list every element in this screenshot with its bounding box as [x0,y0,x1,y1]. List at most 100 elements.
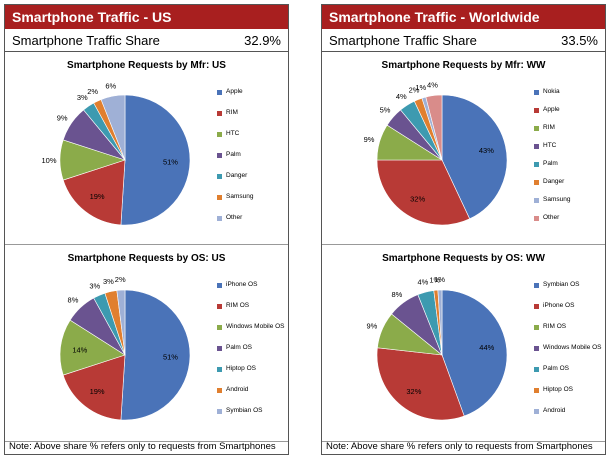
data-label: 19% [90,387,105,396]
share-label: Smartphone Traffic Share [329,32,477,48]
data-label: 9% [366,322,377,331]
legend-swatch [534,282,539,288]
legend-label: RIM OS [543,323,567,330]
legend-item-symbian-os: Symbian OS [534,281,604,289]
legend-swatch [534,366,539,372]
legend-item-windows-mobile-os: Windows Mobile OS [534,344,604,352]
legend-label: Samsung [543,196,571,203]
legend-label: Other [543,214,560,221]
data-label: 8% [68,296,79,305]
data-label: 5% [380,106,391,115]
pie-slice-apple [376,159,471,226]
legend-label: Android [226,386,249,393]
legend-label: RIM OS [226,302,250,309]
share-row: Smartphone Traffic Share 32.9% [5,29,288,52]
chart-title: Smartphone Requests by Mfr: WW [381,60,546,71]
data-label: 4% [427,81,438,90]
pie-slice-rim [62,159,126,226]
legend: Apple RIM HTC Palm Danger Samsung Other [217,88,287,235]
data-label: 3% [77,93,88,102]
legend-swatch [534,161,539,167]
legend-item-samsung: Samsung [534,196,604,204]
legend-item-hiptop-os: Hiptop OS [534,386,604,394]
legend-label: Samsung [226,193,254,200]
legend-label: RIM [543,124,555,131]
legend: Symbian OS iPhone OS RIM OS Windows Mobile … [534,281,604,428]
data-label: 1% [429,275,440,284]
legend-swatch [217,215,222,221]
legend-swatch [217,131,222,137]
legend-swatch [534,179,539,185]
data-label: 9% [364,135,375,144]
legend-label: iPhone OS [543,302,575,309]
legend-swatch [217,387,222,393]
legend-label: Android [543,407,566,414]
legend-swatch [217,366,222,372]
legend-label: Danger [543,178,565,185]
data-label: 4% [417,277,428,286]
data-label: 6% [105,81,116,90]
legend-item-apple: Apple [217,88,287,96]
legend-label: Windows Mobile OS [226,323,285,330]
data-label: 3% [89,281,100,290]
pie-slice-iphone-os [376,347,465,421]
legend-label: Apple [226,88,243,95]
legend-swatch [217,408,222,414]
panel-header: Smartphone Traffic - Worldwide [322,5,605,29]
data-label: 2% [87,87,98,96]
footnote: Note: Above share % refers only to reque… [9,441,276,452]
legend-item-palm-os: Palm OS [217,344,287,352]
data-label: 43% [479,146,494,155]
data-label: 8% [392,290,403,299]
legend-item-palm-os: Palm OS [534,365,604,373]
legend-swatch [534,303,539,309]
data-label: 32% [406,387,421,396]
data-label: 51% [163,352,178,361]
legend-item-rim: RIM [534,124,604,132]
data-label: 10% [41,156,56,165]
legend-swatch [534,387,539,393]
legend-item-apple: Apple [534,106,604,114]
legend-item-rim-os: RIM OS [534,323,604,331]
chart-mfr-us: Smartphone Requests by Mfr: US 51% 19% 10%… [5,52,288,245]
legend-item-other: Other [217,214,287,222]
legend-label: Apple [543,106,560,113]
panel-worldwide: Smartphone Traffic - Worldwide Smartphon… [321,4,606,455]
legend-swatch [217,173,222,179]
legend-swatch [534,345,539,351]
legend-label: Danger [226,172,248,179]
legend-item-nokia: Nokia [534,88,604,96]
pie-slice-rim-os [62,354,126,421]
legend-item-htc: HTC [534,142,604,150]
legend-swatch [534,215,539,221]
legend-label: Palm [543,160,558,167]
legend-label: Palm OS [226,344,253,351]
share-value: 32.9% [244,32,281,48]
legend-swatch [534,197,539,203]
pie-slice-symbian-os [441,289,508,417]
pie-slice-other [425,94,443,161]
legend-swatch [217,303,222,309]
legend-swatch [534,125,539,131]
legend-label: Windows Mobile OS [543,344,602,351]
legend-item-samsung: Samsung [217,193,287,201]
legend-item-iphone-os: iPhone OS [217,281,287,289]
legend-swatch [534,408,539,414]
legend-label: Symbian OS [543,281,580,288]
legend-swatch [534,143,539,149]
legend-swatch [217,282,222,288]
pie-slice-other [100,94,126,161]
legend-item-danger: Danger [217,172,287,180]
legend-swatch [217,110,222,116]
panel-header: Smartphone Traffic - US [5,5,288,29]
legend-label: RIM [226,109,238,116]
pie-slice-android [437,289,443,356]
legend-label: Nokia [543,88,560,95]
legend-item-palm: Palm [534,160,604,168]
legend: Nokia Apple RIM HTC Palm Danger Samsung Other [534,88,604,232]
chart-title: Smartphone Requests by Mfr: US [67,60,226,71]
legend-swatch [534,89,539,95]
legend-label: Hiptop OS [226,365,256,372]
legend-label: Symbian OS [226,407,263,414]
data-label: 1% [434,275,445,284]
